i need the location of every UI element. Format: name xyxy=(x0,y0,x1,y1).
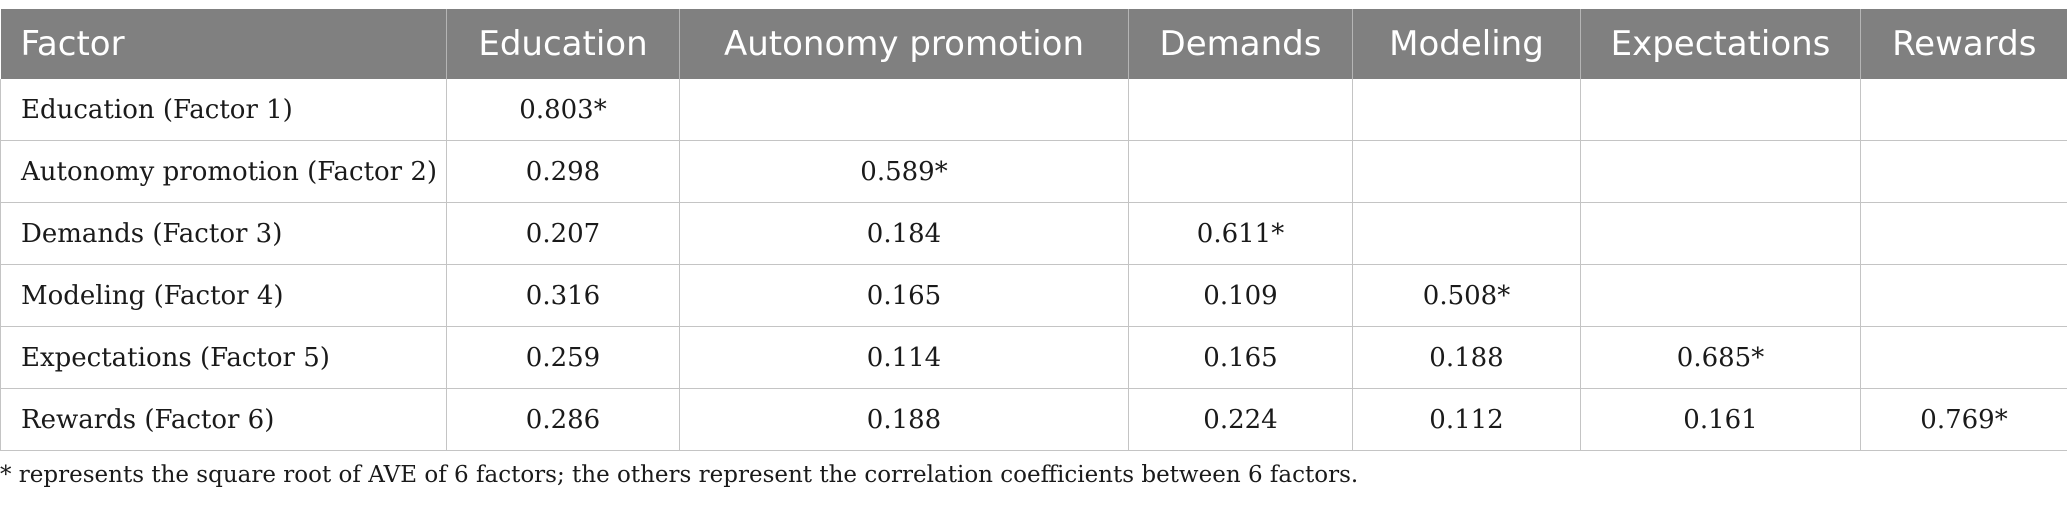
table-cell xyxy=(1580,264,1861,327)
row-label: Demands (Factor 3) xyxy=(0,202,447,265)
table-cell: 0.286 xyxy=(446,388,680,451)
table-cell: 0.769* xyxy=(1860,388,2067,451)
table-cell: 0.508* xyxy=(1352,264,1581,327)
table-cell: 0.114 xyxy=(679,326,1129,389)
header-factor: Factor xyxy=(0,9,447,79)
table-row: Education (Factor 1) 0.803* xyxy=(0,79,2067,141)
header-modeling: Modeling xyxy=(1352,9,1581,79)
table-cell xyxy=(1128,140,1353,203)
table-footnote: * represents the square root of AVE of 6… xyxy=(0,462,1359,488)
table-cell xyxy=(1580,79,1861,141)
table-cell: 0.259 xyxy=(446,326,680,389)
table-cell: 0.207 xyxy=(446,202,680,265)
table-row: Rewards (Factor 6) 0.286 0.188 0.224 0.1… xyxy=(0,388,2067,451)
row-label: Expectations (Factor 5) xyxy=(0,326,447,389)
table-body: Education (Factor 1) 0.803* Autonomy pro… xyxy=(0,79,2067,451)
table-cell xyxy=(1352,79,1581,141)
row-label: Autonomy promotion (Factor 2) xyxy=(0,140,447,203)
table-cell xyxy=(679,79,1129,141)
header-row: Factor Education Autonomy promotion Dema… xyxy=(0,9,2067,79)
table-cell: 0.685* xyxy=(1580,326,1861,389)
table-cell: 0.165 xyxy=(679,264,1129,327)
row-label: Rewards (Factor 6) xyxy=(0,388,447,451)
table-row: Expectations (Factor 5) 0.259 0.114 0.16… xyxy=(0,326,2067,389)
table-cell xyxy=(1860,140,2067,203)
correlation-table: Factor Education Autonomy promotion Dema… xyxy=(0,9,2067,451)
table-cell: 0.165 xyxy=(1128,326,1353,389)
header-autonomy-promotion: Autonomy promotion xyxy=(679,9,1129,79)
table-cell xyxy=(1352,202,1581,265)
table-row: Demands (Factor 3) 0.207 0.184 0.611* xyxy=(0,202,2067,265)
table-cell xyxy=(1580,202,1861,265)
table-row: Autonomy promotion (Factor 2) 0.298 0.58… xyxy=(0,140,2067,203)
table-cell: 0.589* xyxy=(679,140,1129,203)
table-cell: 0.316 xyxy=(446,264,680,327)
row-label: Modeling (Factor 4) xyxy=(0,264,447,327)
table-cell: 0.184 xyxy=(679,202,1129,265)
table-cell: 0.298 xyxy=(446,140,680,203)
header-demands: Demands xyxy=(1128,9,1353,79)
table-cell xyxy=(1860,202,2067,265)
correlation-table-container: Factor Education Autonomy promotion Dema… xyxy=(0,9,2067,451)
table-cell xyxy=(1352,140,1581,203)
header-expectations: Expectations xyxy=(1580,9,1861,79)
table-cell: 0.611* xyxy=(1128,202,1353,265)
table-cell xyxy=(1860,264,2067,327)
table-cell: 0.188 xyxy=(1352,326,1581,389)
header-rewards: Rewards xyxy=(1860,9,2067,79)
table-header: Factor Education Autonomy promotion Dema… xyxy=(0,9,2067,79)
table-cell: 0.112 xyxy=(1352,388,1581,451)
table-cell xyxy=(1860,326,2067,389)
table-cell: 0.109 xyxy=(1128,264,1353,327)
table-row: Modeling (Factor 4) 0.316 0.165 0.109 0.… xyxy=(0,264,2067,327)
table-cell xyxy=(1128,79,1353,141)
row-label: Education (Factor 1) xyxy=(0,79,447,141)
table-cell: 0.803* xyxy=(446,79,680,141)
table-cell: 0.161 xyxy=(1580,388,1861,451)
header-education: Education xyxy=(446,9,680,79)
table-cell: 0.224 xyxy=(1128,388,1353,451)
table-cell xyxy=(1580,140,1861,203)
table-cell: 0.188 xyxy=(679,388,1129,451)
table-cell xyxy=(1860,79,2067,141)
